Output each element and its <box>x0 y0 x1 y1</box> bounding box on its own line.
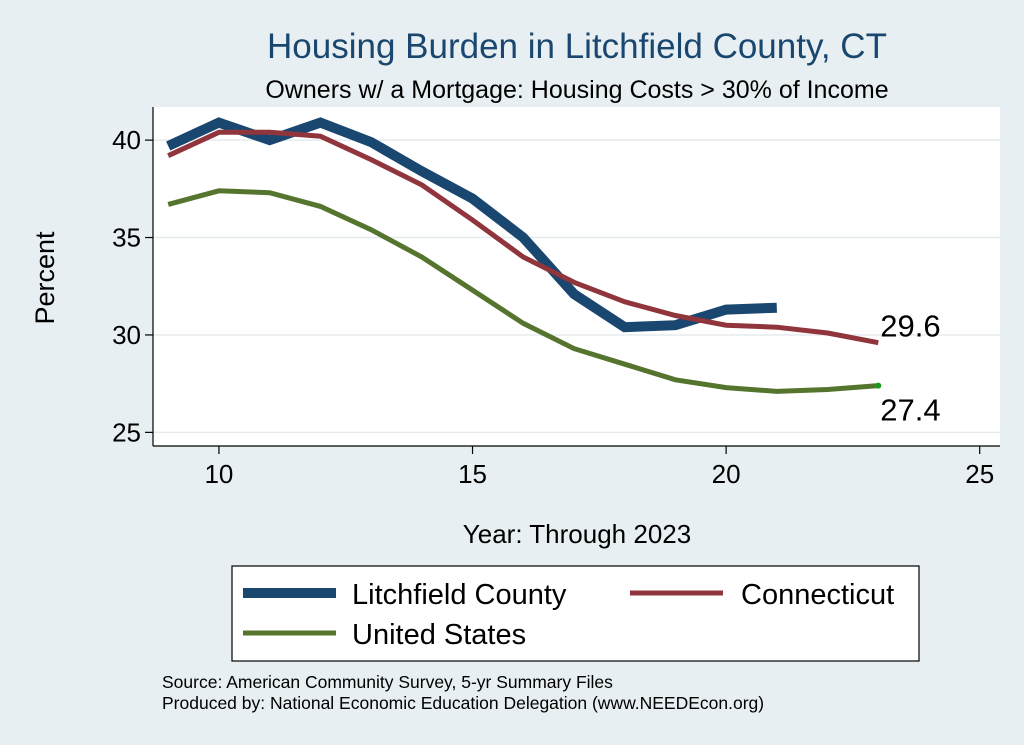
x-tick-label: 20 <box>712 459 741 489</box>
x-axis-label: Year: Through 2023 <box>463 519 691 549</box>
y-tick-label: 25 <box>112 417 141 447</box>
annotation-label: 29.6 <box>880 309 940 344</box>
chart-title: Housing Burden in Litchfield County, CT <box>267 27 887 66</box>
produced-by-note: Produced by: National Economic Education… <box>162 693 764 713</box>
series-line-litchfield-county <box>166 117 777 333</box>
y-tick-label: 30 <box>112 320 141 350</box>
legend-layer: Litchfield County Connecticut United State… <box>243 579 894 651</box>
legend-label-connecticut: Connecticut <box>741 579 894 611</box>
y-tick-label: 40 <box>112 125 141 155</box>
chart-subtitle: Owners w/ a Mortgage: Housing Costs > 30… <box>265 76 888 104</box>
y-axis-label: Percent <box>30 231 60 325</box>
axis-layer: 25 30 35 40 10 15 20 25 <box>112 107 1000 489</box>
x-tick-label: 15 <box>458 459 487 489</box>
annotation-label: 27.4 <box>880 393 940 428</box>
series-end-point-united-states <box>875 382 882 389</box>
plot-area <box>153 107 1000 446</box>
legend-label-united-states: United States <box>352 619 526 651</box>
series-line-united-states <box>167 188 879 394</box>
grid-layer <box>153 139 1000 434</box>
legend-box <box>231 565 920 662</box>
source-note: Source: American Community Survey, 5-yr … <box>162 672 613 692</box>
series-layer <box>166 117 882 394</box>
x-tick-label: 10 <box>204 459 233 489</box>
series-line-connecticut <box>167 129 879 346</box>
x-tick-label: 25 <box>965 459 994 489</box>
annotation-layer: 29.6 27.4 <box>880 309 940 428</box>
y-tick-label: 35 <box>112 223 141 253</box>
legend-label-litchfield-county: Litchfield County <box>352 579 567 611</box>
